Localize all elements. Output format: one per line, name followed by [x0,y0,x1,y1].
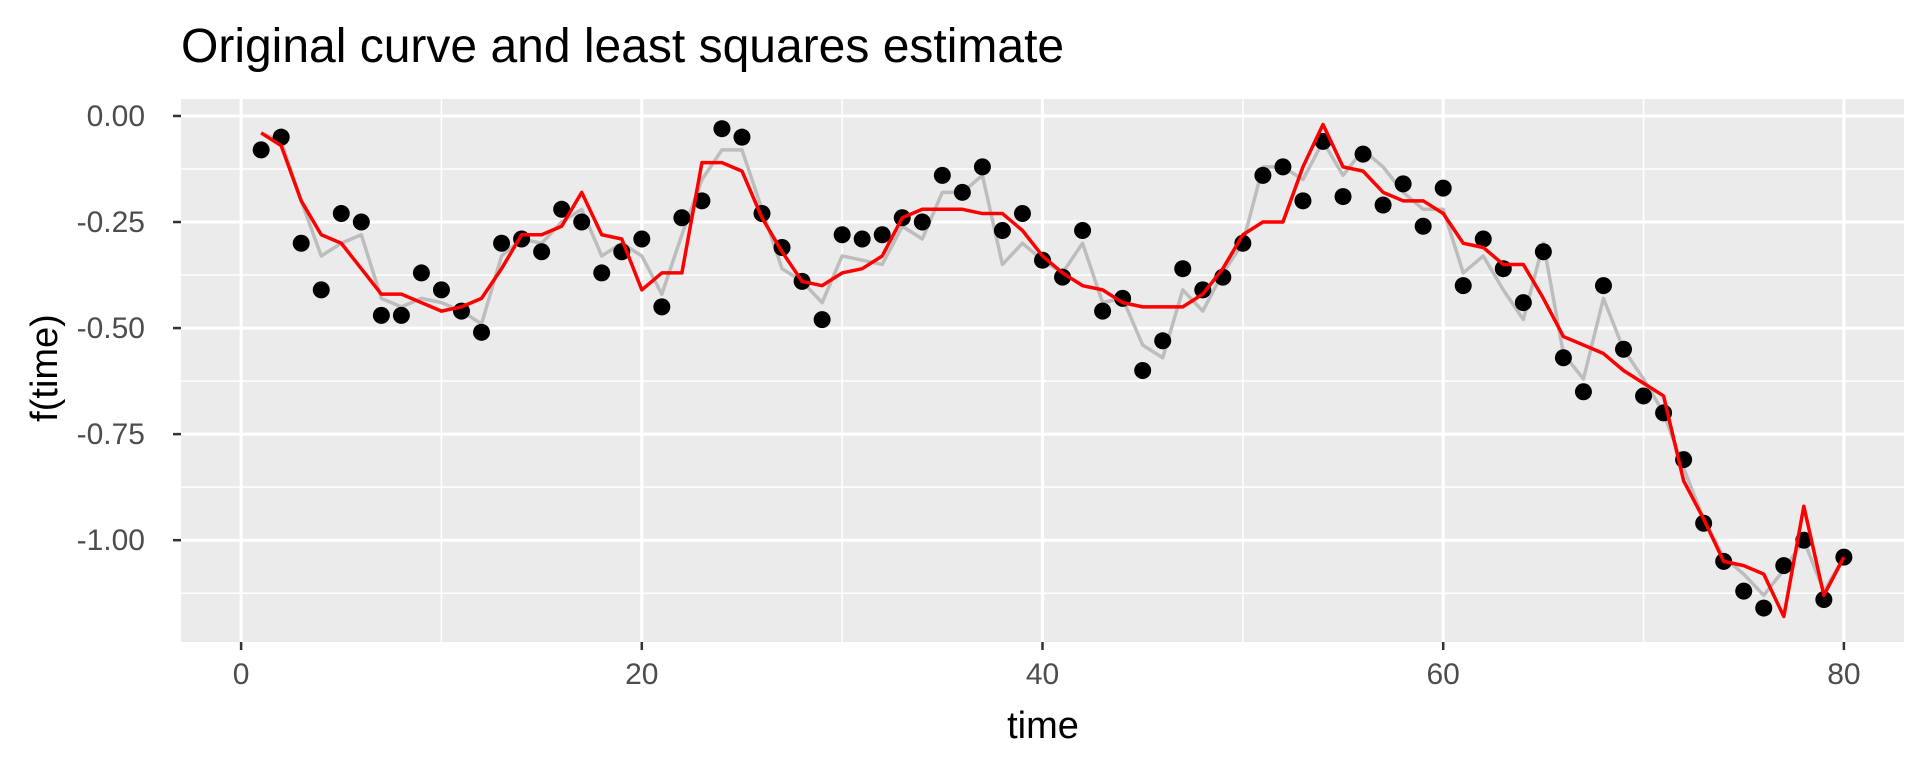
data-point [1414,217,1432,235]
data-point [633,230,651,248]
chart-title: Original curve and least squares estimat… [181,20,1064,73]
data-point [1615,340,1633,358]
data-point [673,209,691,227]
data-point [1094,302,1112,320]
data-point [1154,332,1172,350]
data-point [1134,362,1152,379]
tick-labels: 0 20 40 60 80 0.00 -0.25 -0.50 -0.75 -1.00 [77,100,1861,691]
data-point [1174,260,1192,278]
y-tick-label: -0.25 [77,206,145,239]
data-point [1755,599,1773,617]
y-tick-label: -0.75 [77,418,145,451]
data-point [1454,277,1472,295]
data-point [1574,383,1592,401]
data-point [1074,222,1092,240]
data-point [412,264,430,282]
data-point [1815,591,1833,609]
data-point [473,323,491,341]
data-point [533,243,551,261]
data-point [913,213,931,231]
data-point [1294,192,1312,210]
data-point [1474,230,1492,248]
x-tick-label: 60 [1427,658,1460,691]
data-point [1334,188,1352,206]
data-point [1374,196,1392,214]
data-point [1034,251,1051,269]
axis-ticks [173,114,1846,650]
data-point [372,306,390,324]
data-point [332,205,350,223]
data-point [993,222,1011,240]
data-point [1434,179,1452,197]
data-point [392,306,410,324]
data-point [553,200,571,218]
data-point [953,183,971,201]
data-point [1013,205,1031,223]
data-point [1354,145,1372,163]
data-point [1635,387,1653,405]
major-gridlines [181,99,1904,642]
data-point [252,141,270,159]
data-point [1735,582,1753,600]
data-point [493,234,511,252]
data-point [292,234,310,252]
x-tick-label: 20 [625,658,658,691]
y-tick-label: -1.00 [77,524,145,557]
data-point [432,281,450,299]
data-point [973,158,991,176]
data-point [1594,277,1612,295]
data-point [1394,175,1412,193]
data-point [853,230,871,248]
data-point [1775,557,1793,575]
data-point [653,298,671,316]
data-point [833,226,851,244]
x-axis-title: time [1007,705,1079,747]
y-tick-label: 0.00 [87,100,145,133]
x-tick-label: 80 [1827,658,1860,691]
data-point [1194,281,1212,299]
data-point [312,281,330,299]
data-point [813,311,831,329]
data-point [1534,243,1552,261]
data-point [1254,166,1272,184]
data-point [1514,294,1532,312]
data-point [573,213,591,231]
x-tick-label: 0 [233,658,250,691]
y-tick-label: -0.50 [77,312,145,345]
data-point [873,226,891,244]
data-point [693,192,711,210]
data-point [593,264,611,282]
observed-points [252,120,1853,617]
data-point [713,120,731,138]
data-point [933,166,951,184]
data-point [1274,158,1292,176]
data-point [733,128,751,146]
data-point [352,213,370,231]
data-point [1554,349,1572,367]
y-axis-title: f(time) [24,314,66,422]
x-tick-label: 40 [1026,658,1059,691]
data-point [1054,268,1072,286]
least-squares-estimate-line [260,122,1846,619]
